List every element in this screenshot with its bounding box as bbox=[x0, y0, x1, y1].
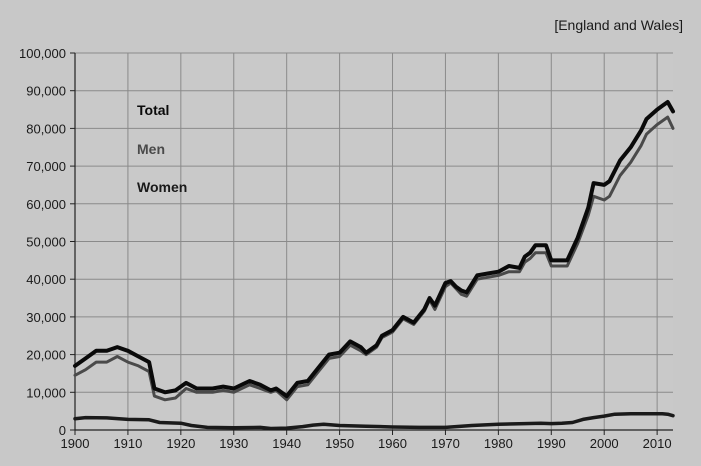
legend: Total Men Women bbox=[137, 102, 187, 195]
x-tick-label: 1940 bbox=[272, 436, 301, 451]
y-tick-label: 100,000 bbox=[19, 46, 66, 61]
x-tick-label: 1900 bbox=[61, 436, 90, 451]
legend-label-women: Women bbox=[137, 179, 187, 195]
y-tick-label: 30,000 bbox=[26, 310, 66, 325]
axes: 0 10,000 20,000 30,000 40,000 50,000 60,000 70,… bbox=[19, 46, 673, 451]
series-line-total bbox=[73, 100, 675, 399]
x-tick-label: 1960 bbox=[378, 436, 407, 451]
x-tick-label: 2000 bbox=[590, 436, 619, 451]
y-tick-label: 10,000 bbox=[26, 385, 66, 400]
x-tick-label: 1990 bbox=[537, 436, 566, 451]
y-tick-label: 80,000 bbox=[26, 121, 66, 136]
x-tick-label: 1910 bbox=[113, 436, 142, 451]
y-tick-label: 90,000 bbox=[26, 84, 66, 99]
series-lines bbox=[73, 100, 675, 431]
x-tick-label: 1980 bbox=[484, 436, 513, 451]
legend-label-total: Total bbox=[137, 102, 169, 118]
y-tick-label: 20,000 bbox=[26, 348, 66, 363]
x-tick-label: 1930 bbox=[219, 436, 248, 451]
chart-subtitle: [England and Wales] bbox=[554, 17, 683, 33]
legend-label-men: Men bbox=[137, 141, 165, 157]
grid bbox=[75, 52, 673, 430]
y-tick-label: 50,000 bbox=[26, 235, 66, 250]
series-line-women bbox=[73, 412, 675, 431]
y-tick-label: 40,000 bbox=[26, 272, 66, 287]
x-tick-label: 1950 bbox=[325, 436, 354, 451]
y-tick-label: 60,000 bbox=[26, 197, 66, 212]
y-tick-label: 70,000 bbox=[26, 159, 66, 174]
y-tick-label: 0 bbox=[59, 423, 66, 438]
x-tick-label: 1970 bbox=[431, 436, 460, 451]
x-tick-label: 1920 bbox=[166, 436, 195, 451]
x-tick-label: 2010 bbox=[643, 436, 672, 451]
